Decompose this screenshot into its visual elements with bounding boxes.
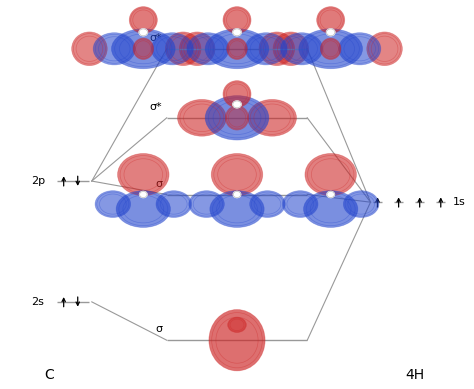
Ellipse shape bbox=[165, 32, 201, 66]
Circle shape bbox=[233, 191, 241, 198]
Text: 1s: 1s bbox=[453, 197, 465, 207]
Ellipse shape bbox=[303, 191, 358, 228]
Ellipse shape bbox=[189, 191, 224, 217]
Ellipse shape bbox=[210, 191, 264, 228]
Text: 2p: 2p bbox=[31, 176, 45, 186]
Ellipse shape bbox=[250, 191, 285, 217]
Circle shape bbox=[233, 29, 241, 36]
Ellipse shape bbox=[95, 191, 131, 217]
Text: σ*: σ* bbox=[149, 33, 162, 43]
Ellipse shape bbox=[343, 191, 379, 217]
Circle shape bbox=[139, 29, 147, 36]
Ellipse shape bbox=[320, 38, 341, 60]
Ellipse shape bbox=[248, 100, 297, 136]
Ellipse shape bbox=[179, 32, 215, 66]
Ellipse shape bbox=[305, 154, 356, 196]
Ellipse shape bbox=[177, 100, 226, 136]
Ellipse shape bbox=[367, 32, 402, 66]
Ellipse shape bbox=[205, 29, 269, 69]
Ellipse shape bbox=[111, 29, 175, 69]
Ellipse shape bbox=[245, 33, 287, 65]
Ellipse shape bbox=[223, 7, 251, 33]
Ellipse shape bbox=[93, 33, 136, 65]
Text: σ: σ bbox=[155, 324, 162, 335]
Ellipse shape bbox=[281, 33, 323, 65]
Ellipse shape bbox=[116, 191, 171, 228]
Ellipse shape bbox=[225, 105, 249, 130]
Text: σ: σ bbox=[155, 179, 162, 189]
Ellipse shape bbox=[283, 191, 318, 217]
Ellipse shape bbox=[211, 154, 263, 196]
Circle shape bbox=[327, 29, 335, 36]
Ellipse shape bbox=[338, 33, 381, 65]
Circle shape bbox=[139, 191, 147, 198]
Ellipse shape bbox=[228, 317, 246, 333]
Ellipse shape bbox=[299, 29, 363, 69]
Circle shape bbox=[233, 101, 241, 108]
Ellipse shape bbox=[129, 7, 157, 33]
Ellipse shape bbox=[223, 81, 251, 107]
Ellipse shape bbox=[209, 310, 265, 371]
Text: σ*: σ* bbox=[149, 102, 162, 112]
Ellipse shape bbox=[118, 154, 169, 196]
Ellipse shape bbox=[151, 33, 193, 65]
Ellipse shape bbox=[317, 7, 345, 33]
Ellipse shape bbox=[227, 38, 247, 60]
Text: C: C bbox=[45, 368, 55, 382]
Ellipse shape bbox=[187, 33, 229, 65]
Ellipse shape bbox=[156, 191, 191, 217]
Ellipse shape bbox=[259, 32, 295, 66]
Ellipse shape bbox=[273, 32, 309, 66]
Ellipse shape bbox=[133, 38, 154, 60]
Circle shape bbox=[327, 191, 335, 198]
Text: 2s: 2s bbox=[31, 297, 44, 307]
Text: 4H: 4H bbox=[405, 368, 425, 382]
Ellipse shape bbox=[72, 32, 107, 66]
Ellipse shape bbox=[205, 96, 269, 140]
